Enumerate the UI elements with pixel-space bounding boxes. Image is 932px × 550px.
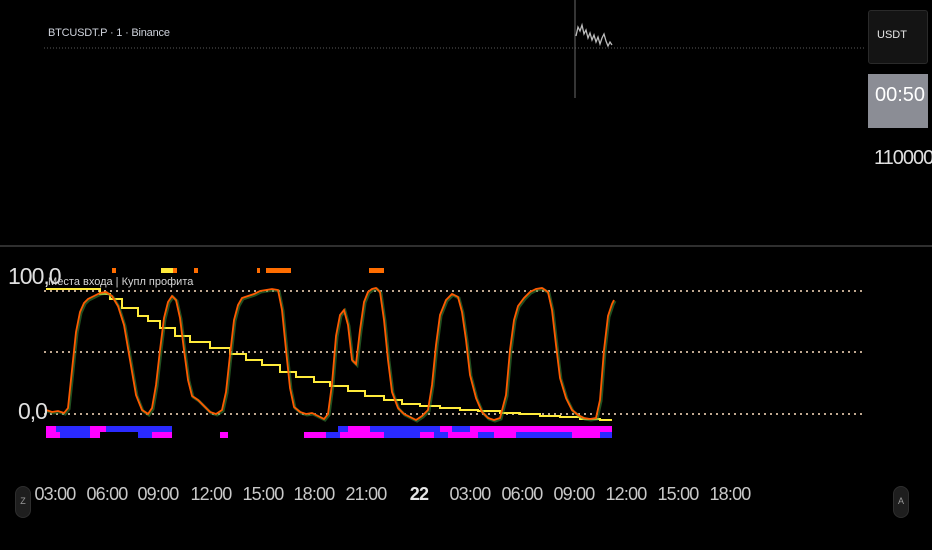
signal-bar — [340, 432, 384, 438]
time-axis-label: 18:00 — [709, 484, 751, 504]
level-0-label: 0,0 — [18, 398, 48, 424]
countdown-label: 00:50 — [875, 84, 926, 106]
time-axis-label: 03:00 — [449, 484, 491, 504]
time-axis-label: 09:00 — [553, 484, 595, 504]
signal-bar — [434, 432, 448, 438]
signal-bar — [348, 426, 370, 432]
price-axis-label: 110000,0 — [874, 147, 932, 169]
signal-bar — [138, 432, 152, 438]
signal-bar — [152, 432, 172, 438]
time-axis-label: 03:00 — [34, 484, 76, 504]
signal-marker — [112, 268, 116, 273]
nav-left-label: Z — [20, 496, 26, 506]
signal-bar — [46, 432, 60, 438]
signal-bars — [46, 426, 612, 438]
signal-marker — [369, 268, 384, 273]
signal-bar — [370, 426, 440, 432]
signal-bar — [420, 432, 434, 438]
signal-bar — [470, 426, 612, 432]
signal-marker — [257, 268, 260, 273]
time-axis-label: 22 — [409, 484, 429, 504]
time-axis-label: 18:00 — [293, 484, 335, 504]
step-line — [46, 288, 612, 421]
signal-bar — [56, 426, 90, 432]
time-axis-label: 06:00 — [86, 484, 128, 504]
signal-bar — [90, 432, 100, 438]
signal-bar — [572, 432, 600, 438]
signal-bar — [220, 432, 228, 438]
time-axis-label: 15:00 — [242, 484, 284, 504]
signal-bar — [448, 432, 478, 438]
signal-marker — [266, 268, 291, 273]
price-series — [575, 22, 613, 48]
pane-separator[interactable] — [0, 245, 932, 247]
level-100-label: 100,0 — [8, 263, 62, 289]
nav-right-label: A — [897, 496, 904, 506]
time-axis-label: 12:00 — [190, 484, 232, 504]
signal-bar — [384, 432, 420, 438]
signal-bar — [494, 432, 516, 438]
bar-countdown-badge: 00:50 — [868, 74, 928, 128]
time-axis-label: 06:00 — [501, 484, 543, 504]
signal-bar — [90, 426, 106, 432]
oscillator-shadow — [46, 287, 617, 423]
signal-bar — [338, 426, 348, 432]
signal-bar — [452, 426, 470, 432]
time-axis-label: 09:00 — [137, 484, 179, 504]
time-axis-label: 12:00 — [605, 484, 647, 504]
currency-label: USDT — [877, 29, 907, 41]
signal-bar — [46, 426, 56, 432]
signal-marker — [173, 268, 177, 273]
auto-scale-button[interactable]: A — [893, 486, 909, 518]
signal-bar — [106, 426, 172, 432]
signal-bar — [60, 432, 90, 438]
signal-bar — [304, 432, 326, 438]
time-axis-label: 15:00 — [657, 484, 699, 504]
signal-marker — [161, 268, 173, 273]
signal-marker — [194, 268, 198, 273]
indicator-title[interactable]: Места входа | Купл профита — [48, 276, 194, 288]
signal-bar — [516, 432, 572, 438]
scroll-left-button[interactable]: Z — [15, 486, 31, 518]
oscillator-line — [45, 287, 615, 422]
signal-bar — [326, 432, 340, 438]
signal-bar — [600, 432, 612, 438]
currency-button[interactable]: USDT — [868, 10, 928, 64]
signal-bar — [478, 432, 494, 438]
time-axis-label: 21:00 — [345, 484, 387, 504]
signal-bar — [440, 426, 452, 432]
symbol-title[interactable]: BTCUSDT.P · 1 · Binance — [48, 27, 170, 39]
